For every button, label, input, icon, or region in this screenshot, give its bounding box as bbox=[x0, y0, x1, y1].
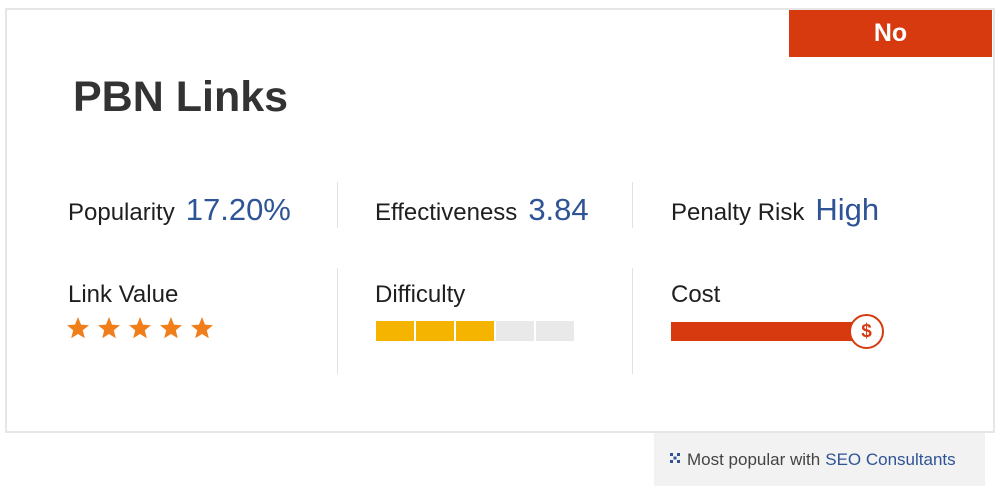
divider bbox=[337, 268, 338, 374]
seo-consultants-link[interactable]: SEO Consultants bbox=[825, 449, 956, 469]
difficulty-meter bbox=[376, 321, 574, 341]
popular-with-prefix: Most popular with bbox=[687, 449, 821, 469]
divider bbox=[632, 268, 633, 374]
difficulty-segment bbox=[376, 321, 414, 341]
popularity-metric: Popularity 17.20% bbox=[68, 192, 291, 228]
penalty-risk-metric: Penalty Risk High bbox=[671, 192, 879, 228]
link-value-label: Link Value bbox=[68, 281, 179, 308]
star-icon bbox=[66, 316, 90, 340]
status-badge: No bbox=[789, 10, 992, 57]
popular-with-note: Most popular with SEO Consultants bbox=[654, 433, 985, 486]
link-value-rating bbox=[66, 316, 214, 350]
cost-meter bbox=[671, 322, 863, 341]
effectiveness-metric: Effectiveness 3.84 bbox=[375, 192, 589, 228]
effectiveness-label: Effectiveness bbox=[375, 199, 518, 226]
grid-dots-icon bbox=[670, 452, 680, 463]
cost-label: Cost bbox=[671, 281, 721, 308]
star-icon bbox=[97, 316, 121, 340]
penalty-risk-value: High bbox=[815, 192, 880, 227]
dollar-icon: $ bbox=[849, 314, 884, 349]
difficulty-segment bbox=[536, 321, 574, 341]
difficulty-segment bbox=[496, 321, 534, 341]
penalty-risk-label: Penalty Risk bbox=[671, 199, 805, 226]
divider bbox=[337, 182, 338, 228]
star-icon bbox=[190, 316, 214, 340]
difficulty-label: Difficulty bbox=[375, 281, 466, 308]
difficulty-segment bbox=[416, 321, 454, 341]
divider bbox=[632, 182, 633, 228]
popularity-label: Popularity bbox=[68, 199, 175, 226]
strategy-card: No PBN Links Popularity 17.20% Effective… bbox=[5, 8, 995, 433]
difficulty-segment bbox=[456, 321, 494, 341]
cost-symbol: $ bbox=[861, 320, 872, 342]
card-title: PBN Links bbox=[73, 73, 289, 121]
star-icon bbox=[159, 316, 183, 340]
star-icon bbox=[128, 316, 152, 340]
effectiveness-value: 3.84 bbox=[528, 192, 589, 227]
popularity-value: 17.20% bbox=[185, 192, 291, 227]
